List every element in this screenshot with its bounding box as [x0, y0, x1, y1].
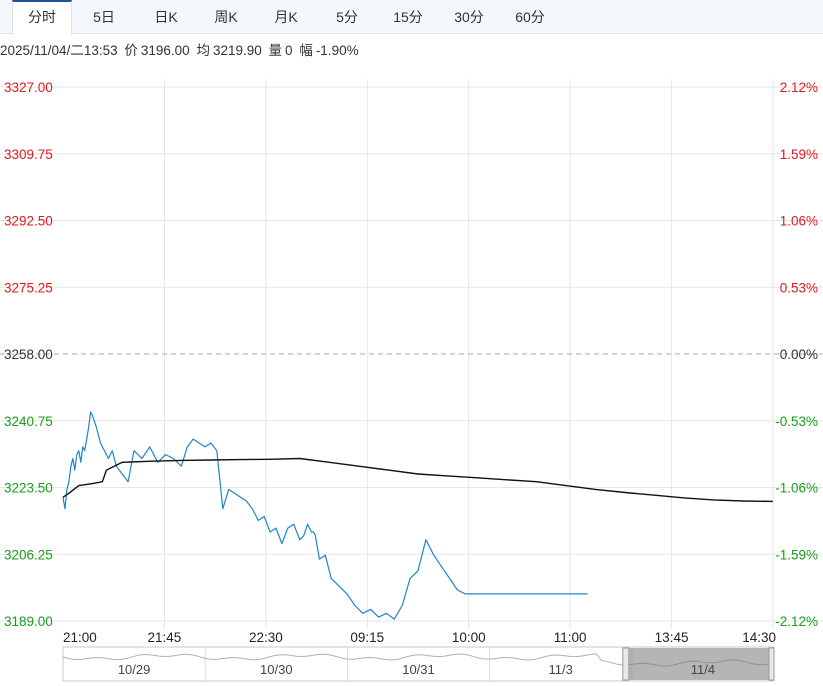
tab-5day[interactable]: 5日 — [93, 9, 115, 25]
tab-daily-k[interactable]: 日K — [154, 9, 178, 25]
tab-15min[interactable]: 15分 — [393, 9, 423, 25]
x-tick-label: 22:30 — [249, 630, 283, 645]
tab-monthly-k[interactable]: 月K — [274, 9, 298, 25]
y-tick-label-right: -1.06% — [775, 481, 818, 496]
price-value: 3196.00 — [140, 43, 190, 58]
x-tick-label: 10:00 — [452, 630, 486, 645]
x-tick-label: 21:00 — [63, 630, 97, 645]
period-tab-bar: 分时 5日 日K 周K 月K 5分 15分 30分 60分 — [0, 0, 823, 35]
avg-label: 均 — [196, 43, 210, 58]
navigator-date-label: 10/30 — [260, 662, 293, 677]
tab-30min[interactable]: 30分 — [454, 9, 484, 25]
average-price-line — [62, 457, 774, 503]
price-line — [62, 411, 588, 620]
y-tick-label-left: 3292.50 — [4, 214, 53, 229]
y-tick-label-right: 0.00% — [780, 347, 818, 362]
y-tick-label-left: 3327.00 — [4, 80, 53, 95]
x-tick-label: 13:45 — [655, 630, 689, 645]
x-tick-label: 11:00 — [554, 630, 587, 645]
tab-5min[interactable]: 5分 — [336, 9, 358, 25]
x-tick-label: 14:30 — [742, 630, 776, 645]
y-tick-label-left: 3240.75 — [4, 414, 53, 429]
change-value: -1.90% — [315, 43, 359, 58]
y-tick-label-right: 2.12% — [780, 80, 818, 95]
tab-intraday[interactable]: 分时 — [12, 0, 72, 35]
change-label: 幅 — [299, 43, 313, 58]
y-tick-label-left: 3189.00 — [4, 614, 53, 629]
navigator-date-label: 11/4 — [691, 662, 715, 677]
y-tick-label-left: 3258.00 — [4, 347, 53, 362]
avg-value: 3219.90 — [212, 43, 262, 58]
navigator-handle-left[interactable] — [622, 647, 630, 681]
x-tick-label: 21:45 — [148, 630, 182, 645]
y-tick-label-right: -0.53% — [775, 414, 818, 429]
y-tick-label-right: 1.06% — [780, 214, 818, 229]
y-tick-label-right: 1.59% — [780, 147, 818, 162]
price-label: 价 — [124, 43, 138, 58]
y-tick-label-left: 3309.75 — [4, 147, 53, 162]
y-tick-label-left: 3223.50 — [4, 481, 53, 496]
tab-weekly-k[interactable]: 周K — [214, 9, 238, 25]
quote-datetime: 2025/11/04/二13:53 — [0, 43, 118, 58]
navigator-handle-right[interactable] — [768, 647, 775, 681]
y-tick-label-right: -2.12% — [775, 614, 818, 629]
tab-60min[interactable]: 60分 — [515, 9, 545, 25]
y-tick-label-right: -1.59% — [775, 547, 818, 562]
navigator-date-label: 11/3 — [549, 662, 573, 677]
navigator-date-label: 10/29 — [118, 662, 151, 677]
navigator-date-label: 10/31 — [402, 662, 435, 677]
y-tick-label-left: 3275.25 — [4, 280, 53, 295]
navigator-selection-window[interactable] — [625, 648, 773, 680]
y-tick-label-left: 3206.25 — [4, 547, 53, 562]
x-tick-label: 09:15 — [350, 630, 384, 645]
volume-value: 0 — [285, 43, 293, 58]
volume-label: 量 — [268, 43, 283, 58]
y-tick-label-right: 0.53% — [780, 280, 818, 295]
